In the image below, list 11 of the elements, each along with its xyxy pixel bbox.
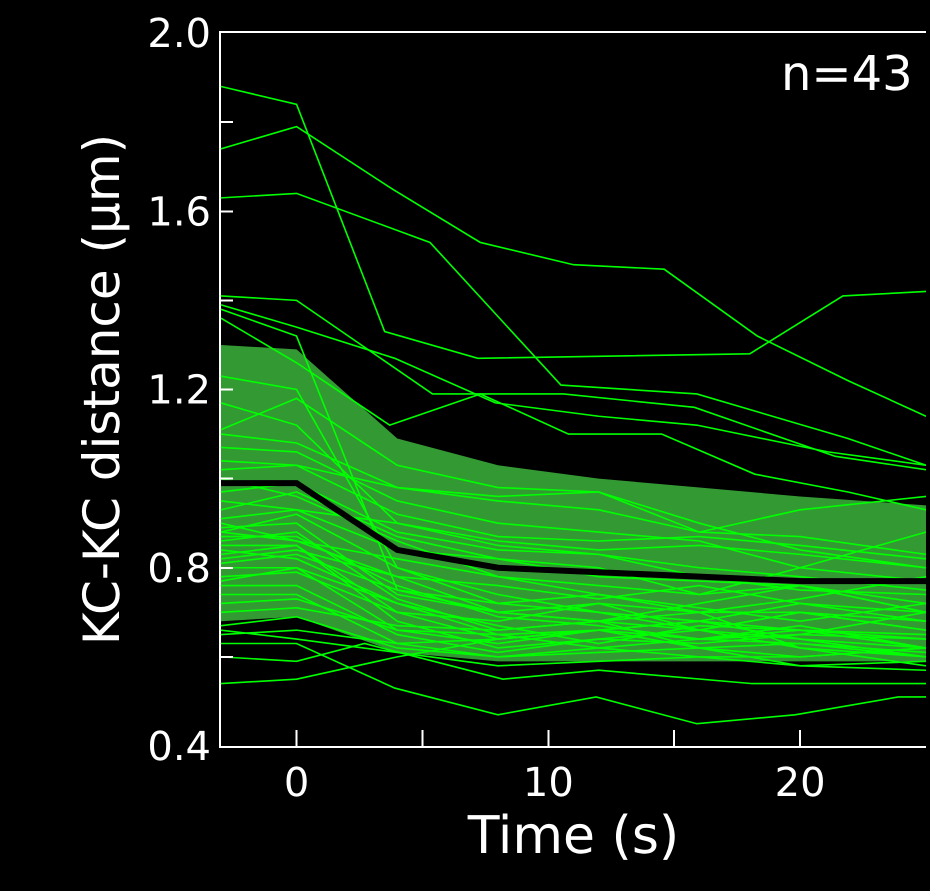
x-tick-label: 20 — [774, 760, 826, 806]
x-tick-label: 10 — [522, 760, 574, 806]
y-tick-label: 2.0 — [147, 11, 211, 57]
annotation: n=43 — [781, 46, 913, 102]
x-axis-title: Time (s) — [466, 806, 680, 866]
y-axis-title: KC-KC distance (μm) — [72, 134, 131, 646]
y-tick-label: 1.2 — [147, 368, 211, 414]
y-tick-label: 0.4 — [147, 724, 211, 770]
x-tick-label: 0 — [284, 760, 310, 806]
y-tick-label: 1.6 — [147, 189, 211, 236]
y-tick-label: 0.8 — [147, 546, 211, 592]
